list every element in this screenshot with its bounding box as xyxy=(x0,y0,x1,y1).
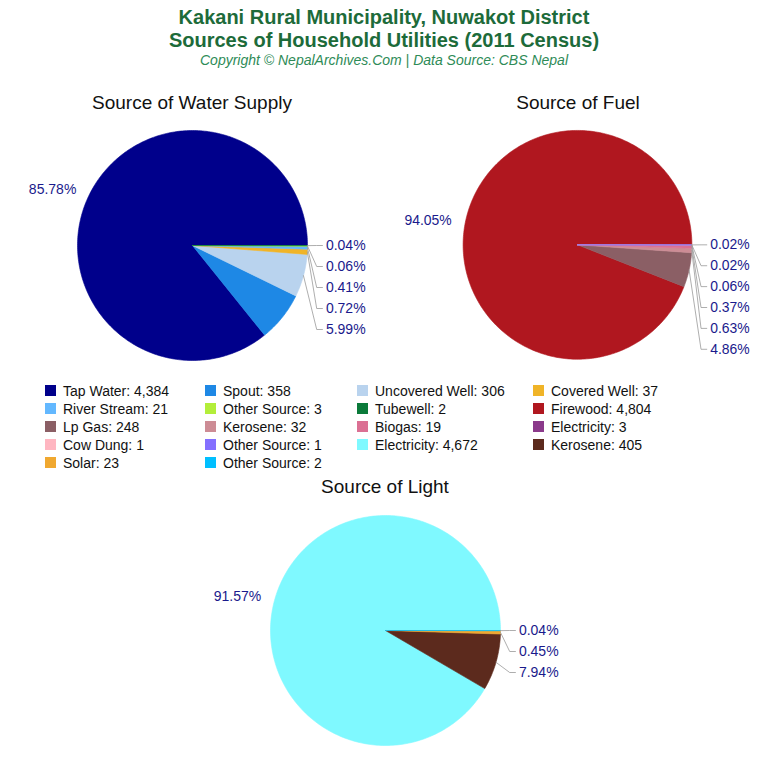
html-text:Electricity: 3: Electricity: 3 xyxy=(551,418,627,435)
html-text:Solar: 23: Solar: 23 xyxy=(63,454,119,471)
svg-text:0.45%: 0.45% xyxy=(519,643,559,659)
html-text:Other Source: 2: Other Source: 2 xyxy=(223,454,322,471)
html-text:Source of Fuel: Source of Fuel xyxy=(516,92,640,113)
svg-text:0.02%: 0.02% xyxy=(710,257,749,273)
html-text:Tap Water: 4,384: Tap Water: 4,384 xyxy=(63,382,170,399)
svg-text:7.94%: 7.94% xyxy=(519,664,559,680)
html-text:Lp Gas: 248: Lp Gas: 248 xyxy=(63,418,140,435)
html-text:Covered Well: 37: Covered Well: 37 xyxy=(551,382,659,399)
html-text:River Stream: 21: River Stream: 21 xyxy=(63,400,168,417)
svg-text:0.41%: 0.41% xyxy=(326,279,366,295)
svg-text:0.72%: 0.72% xyxy=(326,300,366,316)
svg-text:85.78%: 85.78% xyxy=(29,181,76,197)
html-text:Kakani Rural Municipality, Nuw: Kakani Rural Municipality, Nuwakot Distr… xyxy=(168,6,599,51)
svg-text:5.99%: 5.99% xyxy=(326,321,366,337)
svg-text:0.37%: 0.37% xyxy=(710,299,749,315)
svg-text:0.04%: 0.04% xyxy=(326,237,366,253)
html-text:Cow Dung: 1: Cow Dung: 1 xyxy=(63,436,144,453)
svg-text:4.86%: 4.86% xyxy=(710,341,749,357)
html-text:Other Source: 1: Other Source: 1 xyxy=(223,436,322,453)
svg-text:0.06%: 0.06% xyxy=(326,258,366,274)
html-text:Source of Light: Source of Light xyxy=(321,476,449,497)
svg-text:0.06%: 0.06% xyxy=(710,278,749,294)
html-text:Kerosene: 32: Kerosene: 32 xyxy=(223,418,307,435)
html-text:Source of Water Supply: Source of Water Supply xyxy=(92,92,292,113)
html-text:Tubewell: 2: Tubewell: 2 xyxy=(375,400,447,417)
html-text:Spout: 358: Spout: 358 xyxy=(223,382,291,399)
html-text:Firewood: 4,804: Firewood: 4,804 xyxy=(551,400,652,417)
svg-text:91.57%: 91.57% xyxy=(214,588,261,604)
svg-text:0.04%: 0.04% xyxy=(519,622,559,638)
html-text:Biogas: 19: Biogas: 19 xyxy=(375,418,442,435)
html-text:Electricity: 4,672: Electricity: 4,672 xyxy=(375,436,478,453)
html-text:Copyright © NepalArchives.Com: Copyright © NepalArchives.Com | Data Sou… xyxy=(200,52,568,68)
svg-text:94.05%: 94.05% xyxy=(404,212,451,228)
svg-text:0.63%: 0.63% xyxy=(710,320,749,336)
svg-text:0.02%: 0.02% xyxy=(710,236,749,252)
html-text:Other Source: 3: Other Source: 3 xyxy=(223,400,322,417)
html-text:Uncovered Well: 306: Uncovered Well: 306 xyxy=(375,382,505,399)
html-text:Kerosene: 405: Kerosene: 405 xyxy=(551,436,643,453)
